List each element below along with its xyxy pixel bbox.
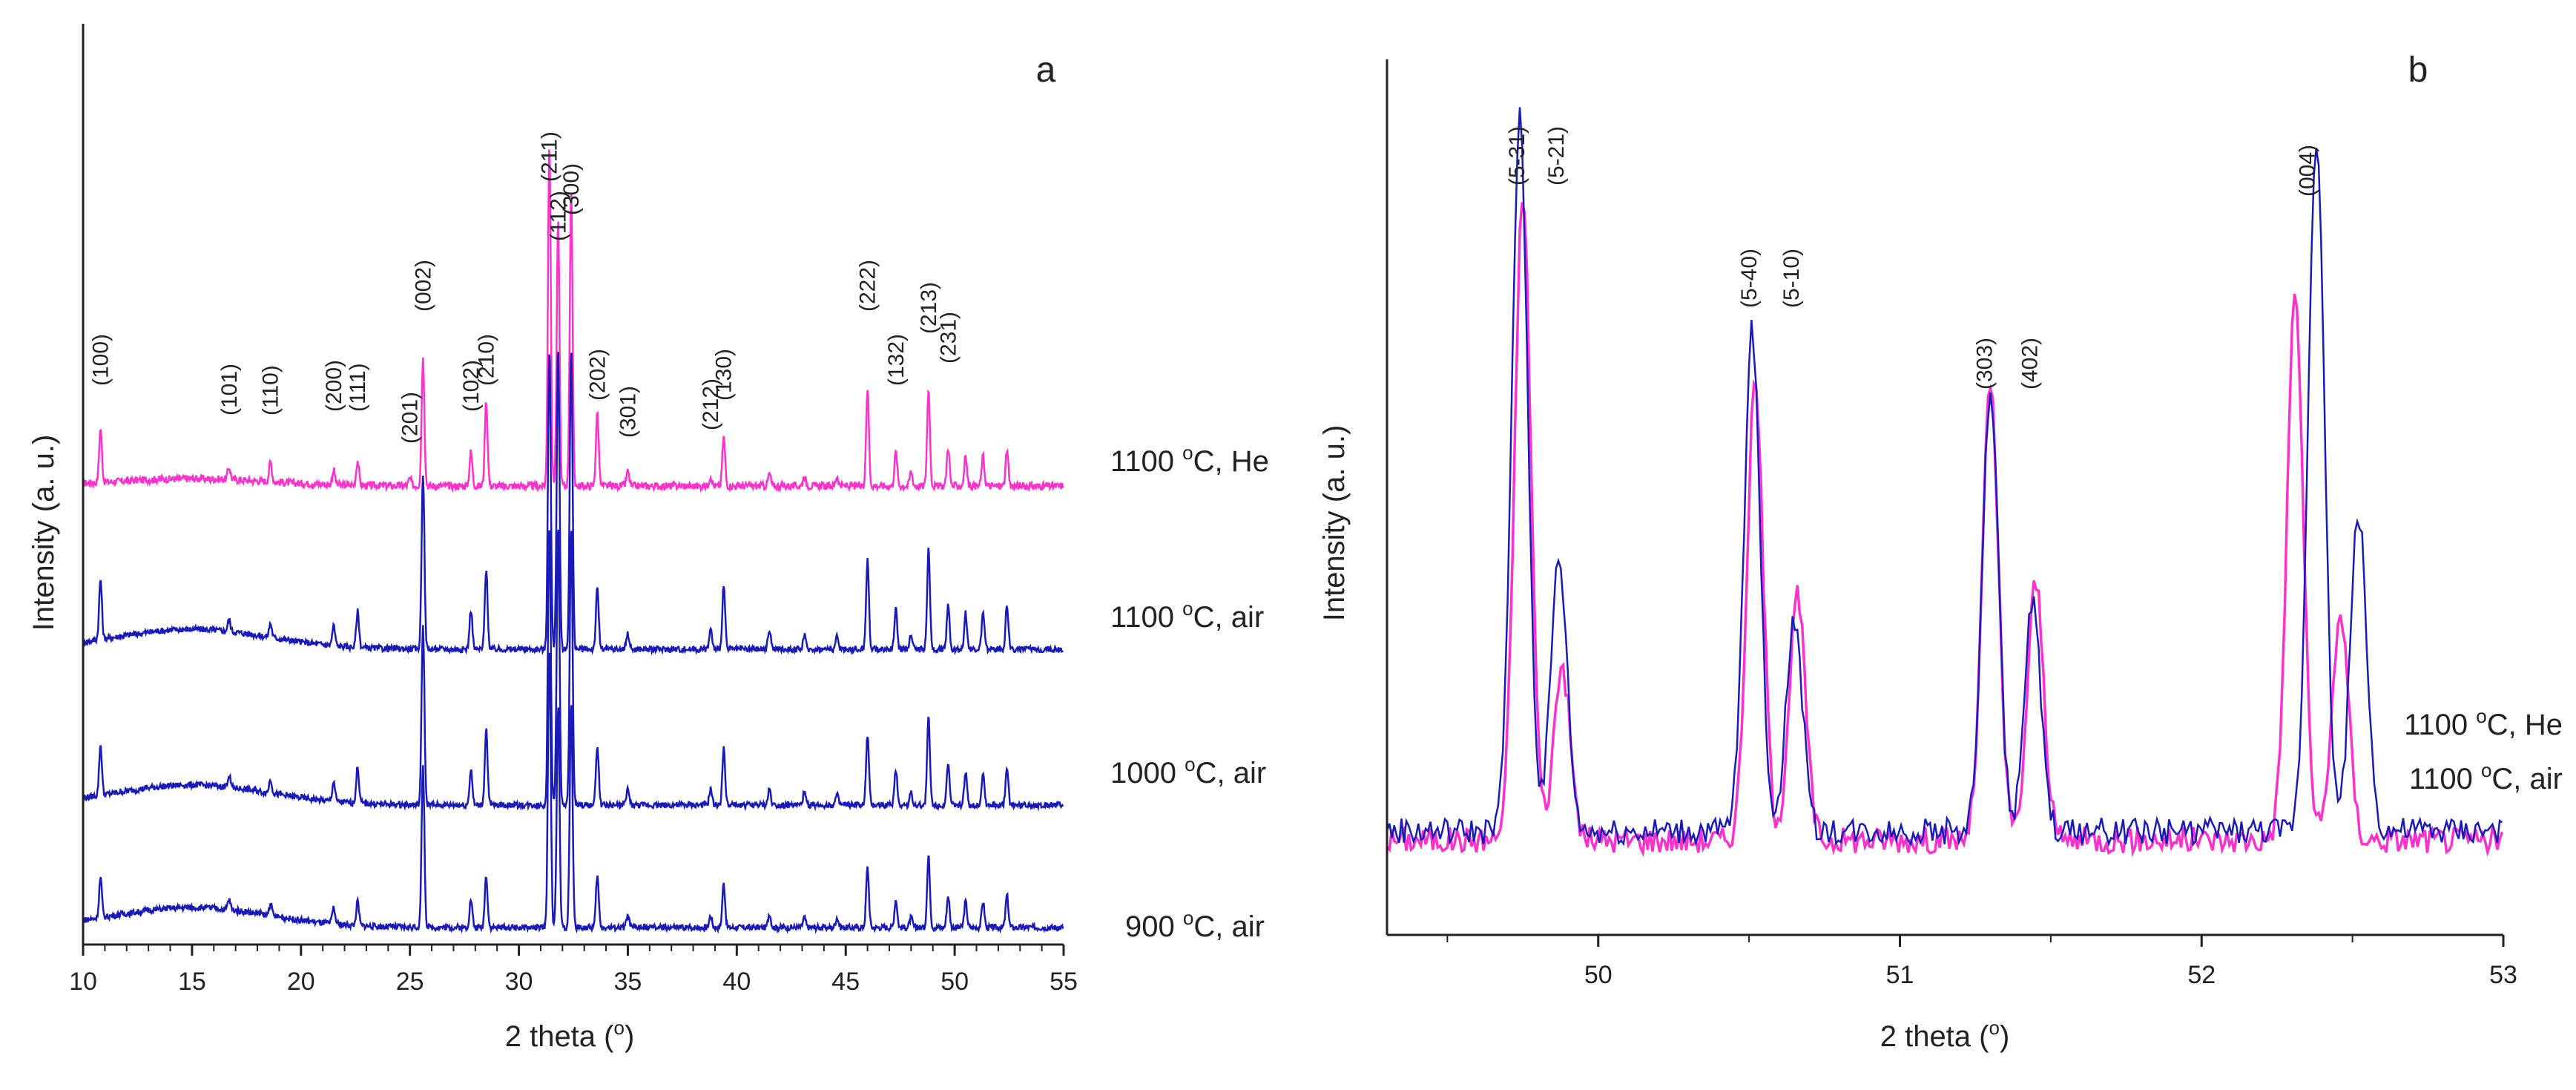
panel-a-hkl-label: (222) [856, 260, 880, 312]
panel-b-ylabel: Intensity (a. u.) [1318, 425, 1351, 622]
panel-a-hkl-label: (201) [398, 392, 423, 444]
panel-a-hkl-label: (231) [936, 312, 961, 364]
panel-b-legend: 1100 oC, He 1100 oC, air [2404, 705, 2563, 795]
panel-b-xlabel: 2 theta (o) [1880, 1017, 2010, 1053]
panel-a-series-line [82, 529, 1064, 812]
panel-a-x-tick-label: 25 [396, 968, 424, 996]
panel-a-xlabel: 2 theta (o) [505, 1017, 635, 1053]
panel-a-x-tick-label: 35 [614, 968, 642, 996]
panel-a-series-label: 1100 oC, He [1110, 441, 1269, 478]
panel-a-hkl-label: (002) [411, 260, 435, 312]
panel-a-x-tick-label: 55 [1050, 968, 1078, 996]
panel-a-hkl-label: (211) [538, 131, 562, 182]
panel-a-hkl-label: (101) [217, 364, 242, 416]
panel-a-series-label: 900 oC, air [1125, 907, 1265, 943]
panel-a-hkl-label: (132) [884, 334, 909, 386]
panel-b-x-tick-label: 51 [1886, 961, 1914, 989]
panel-a-x-tick-label: 40 [722, 968, 751, 996]
panel-b-hkl-label: (004) [2296, 145, 2320, 197]
panel-b-x-tick-label: 52 [2187, 961, 2216, 989]
panel-a-hkl-label: (300) [559, 163, 584, 215]
panel-b-chart: b Intensity (a. u.) 2 theta (o) 50 51 52 53… [1318, 50, 2563, 1053]
panel-b-series-line [1386, 107, 2503, 847]
panel-b-hkl-label: (402) [2017, 338, 2042, 390]
panel-a-hkl-label: (202) [585, 349, 610, 401]
panel-a-x-tick-label: 20 [287, 968, 315, 996]
panel-a-hkl-label: (130) [712, 349, 737, 401]
panel-a-annotations: (100) (101) (110) (200) (111) (201) (002) (102)… [89, 131, 961, 444]
panel-a-x-tick-label: 30 [505, 968, 533, 996]
panel-a-hkl-label: (100) [89, 334, 113, 386]
panel-a-hkl-label: (200) [322, 360, 346, 412]
panel-a-hkl-label: (102) [459, 360, 484, 412]
panel-b-curves [1386, 107, 2504, 858]
panel-a-hkl-label: (112) [546, 191, 570, 241]
panel-a-letter: a [1036, 50, 1056, 90]
panel-b-hkl-label: (5-31) [1505, 126, 1529, 186]
panel-a-curve-labels: 1100 oC, He 1100 oC, air 1000 oC, air 900 o… [1110, 441, 1269, 943]
panel-b-x-tick-label: 53 [2489, 961, 2517, 989]
panel-b-hkl-label: (5-21) [1544, 126, 1569, 186]
panel-b-hkl-label: (303) [1972, 338, 1997, 390]
panel-b-legend-air: 1100 oC, air [2409, 759, 2563, 795]
panel-b-hkl-label: (5-40) [1737, 249, 1762, 308]
panel-a-curves [82, 149, 1064, 934]
panel-a-series-line [82, 352, 1064, 656]
panel-a-series-label: 1100 oC, air [1110, 597, 1264, 634]
panel-b-letter: b [2408, 50, 2428, 90]
panel-a-hkl-label: (210) [475, 334, 499, 386]
panel-a-x-tick-label: 45 [831, 968, 860, 996]
panel-b-hkl-label: (5-10) [1779, 249, 1804, 308]
panel-a-x-tick-label: 15 [178, 968, 206, 996]
panel-b-annotations: (5-31) (5-21) (5-40) (5-10) (303) (402) (004) [1505, 126, 2320, 390]
panel-a-hkl-label: (110) [259, 365, 283, 416]
panel-a-hkl-label: (301) [616, 386, 640, 438]
panel-a-x-tick-label: 10 [69, 968, 97, 996]
panel-a-series-line [82, 149, 1064, 493]
panel-a-hkl-label: (212) [699, 378, 723, 430]
panel-b-legend-he: 1100 oC, He [2404, 705, 2563, 741]
panel-a-series-line [82, 652, 1064, 934]
panel-a-chart: a Intensity (a. u.) 2 theta (o) 10 15 20 25… [27, 24, 1269, 1053]
panel-a-hkl-label: (213) [917, 282, 941, 334]
panel-a-x-tick-label: 50 [941, 968, 969, 996]
panel-a-hkl-label: (111) [346, 363, 370, 412]
panel-b-x-tick-label: 50 [1584, 961, 1613, 989]
panel-a-ylabel: Intensity (a. u.) [27, 435, 60, 631]
panel-a-series-label: 1000 oC, air [1110, 753, 1266, 789]
panel-b-x-ticks: 50 51 52 53 [1446, 935, 2517, 989]
panel-a-x-ticks: 10 15 20 25 30 35 40 45 50 55 [69, 945, 1078, 996]
panel-b-series-line [1386, 202, 2504, 858]
